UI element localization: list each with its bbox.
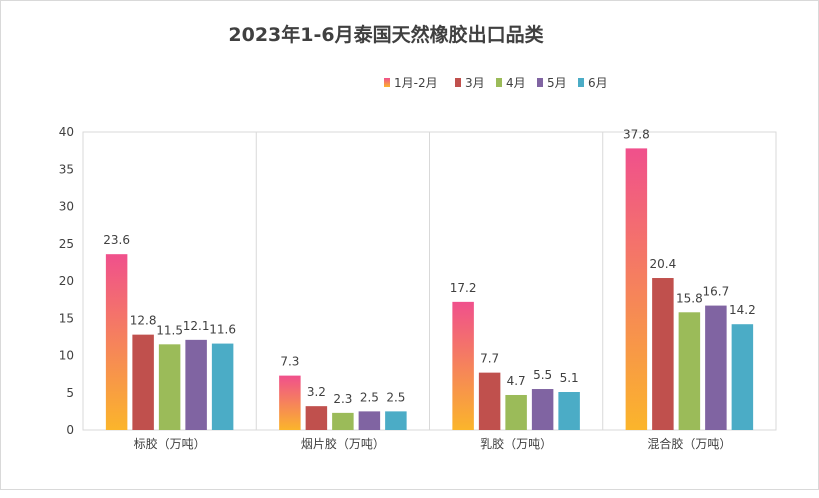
data-label: 11.5 xyxy=(156,323,183,337)
data-label: 12.1 xyxy=(183,319,210,333)
bars xyxy=(105,148,754,430)
bar xyxy=(705,305,727,430)
legend-label: 4月 xyxy=(506,76,526,90)
legend-label: 3月 xyxy=(465,76,485,90)
category-label: 标胶（万吨） xyxy=(134,436,206,451)
bar xyxy=(185,339,207,430)
bar xyxy=(531,389,554,430)
data-label: 23.6 xyxy=(103,233,130,247)
data-label: 5.1 xyxy=(560,371,579,385)
data-label: 12.8 xyxy=(130,314,157,328)
category-label: 乳胶（万吨） xyxy=(480,436,552,451)
bar xyxy=(505,394,527,430)
legend-swatch xyxy=(578,78,584,87)
legend-swatch xyxy=(496,78,502,87)
y-tick-label: 0 xyxy=(66,423,74,437)
legend-label: 5月 xyxy=(547,76,567,90)
data-label: 7.3 xyxy=(280,355,299,369)
data-label: 7.7 xyxy=(480,352,499,366)
bar xyxy=(652,278,674,430)
bar xyxy=(305,406,328,430)
legend-swatch xyxy=(537,78,543,87)
bar xyxy=(731,324,754,430)
data-label: 3.2 xyxy=(307,385,326,399)
value-labels: 23.6 7.3 17.2 37.8 12.8 3.2 7.7 20.4 11.5 2.3 4.7 1… xyxy=(103,127,755,405)
legend-label: 1月-2月 xyxy=(394,76,438,90)
data-label: 2.3 xyxy=(333,392,352,406)
bar xyxy=(132,334,154,430)
chart-title: 2023年1-6月泰国天然橡胶出口品类 xyxy=(228,23,543,46)
data-label: 11.6 xyxy=(209,323,236,337)
legend: 1月-2月 3月 4月 5月 6月 xyxy=(384,76,608,90)
y-tick-label: 25 xyxy=(59,237,74,251)
y-tick-label: 40 xyxy=(59,125,74,139)
data-label: 2.5 xyxy=(360,390,379,404)
bar xyxy=(211,343,234,430)
bar xyxy=(358,411,381,430)
legend-swatch xyxy=(455,78,461,87)
y-tick-label: 30 xyxy=(59,200,74,214)
bar xyxy=(678,312,701,430)
bar xyxy=(478,372,501,430)
data-label: 5.5 xyxy=(533,368,552,382)
bar xyxy=(625,148,648,430)
legend-swatch xyxy=(384,78,390,87)
data-label: 17.2 xyxy=(450,281,477,295)
data-label: 16.7 xyxy=(703,285,730,299)
legend-label: 6月 xyxy=(588,76,608,90)
category-label: 烟片胶（万吨） xyxy=(301,436,385,451)
y-tick-label: 15 xyxy=(59,311,74,325)
y-tick-label: 35 xyxy=(59,162,74,176)
bar xyxy=(385,411,407,430)
bar xyxy=(452,301,474,430)
y-tick-label: 5 xyxy=(66,386,74,400)
data-label: 2.5 xyxy=(386,390,405,404)
bar xyxy=(105,254,128,430)
data-label: 15.8 xyxy=(676,291,703,305)
bar xyxy=(558,392,580,430)
bar xyxy=(158,344,181,430)
y-tick-label: 10 xyxy=(59,349,74,363)
data-label: 37.8 xyxy=(623,127,650,141)
data-label: 14.2 xyxy=(729,303,756,317)
data-label: 4.7 xyxy=(507,374,526,388)
bar xyxy=(332,412,354,430)
y-tick-label: 20 xyxy=(59,274,74,288)
axes: 0 5 10 15 20 25 30 35 40 标胶（万吨） 烟片胶（万吨） 乳胶（万吨） 混合胶（万… xyxy=(59,125,777,451)
bar xyxy=(279,375,301,430)
data-label: 20.4 xyxy=(650,257,677,271)
category-label: 混合胶（万吨） xyxy=(647,436,731,451)
